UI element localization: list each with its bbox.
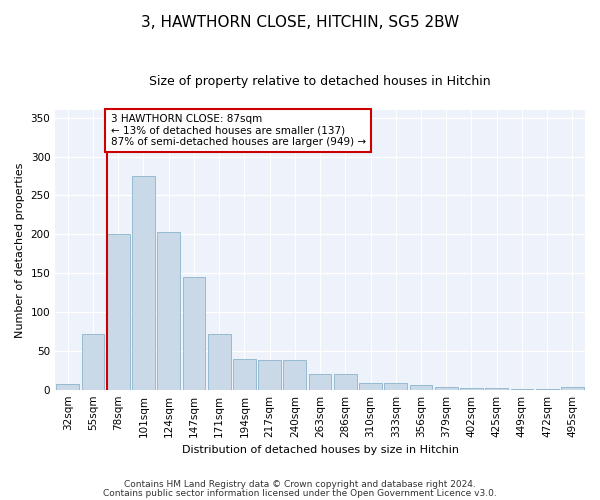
Bar	[511, 389, 533, 390]
Bar	[561, 388, 584, 390]
Text: Contains HM Land Registry data © Crown copyright and database right 2024.: Contains HM Land Registry data © Crown c…	[124, 480, 476, 489]
Bar	[334, 374, 356, 390]
Bar	[435, 386, 458, 390]
Bar	[182, 277, 205, 390]
Bar	[56, 384, 79, 390]
Bar	[82, 334, 104, 390]
Text: Contains public sector information licensed under the Open Government Licence v3: Contains public sector information licen…	[103, 488, 497, 498]
Text: 3 HAWTHORN CLOSE: 87sqm
← 13% of detached houses are smaller (137)
87% of semi-d: 3 HAWTHORN CLOSE: 87sqm ← 13% of detache…	[110, 114, 366, 147]
Bar	[359, 384, 382, 390]
Bar	[258, 360, 281, 390]
Bar	[460, 388, 483, 390]
Bar	[309, 374, 331, 390]
Bar	[233, 358, 256, 390]
Bar	[208, 334, 230, 390]
Bar	[132, 176, 155, 390]
X-axis label: Distribution of detached houses by size in Hitchin: Distribution of detached houses by size …	[182, 445, 458, 455]
Bar	[157, 232, 180, 390]
Bar	[485, 388, 508, 390]
Bar	[536, 389, 559, 390]
Bar	[283, 360, 306, 390]
Bar	[410, 385, 433, 390]
Text: 3, HAWTHORN CLOSE, HITCHIN, SG5 2BW: 3, HAWTHORN CLOSE, HITCHIN, SG5 2BW	[141, 15, 459, 30]
Title: Size of property relative to detached houses in Hitchin: Size of property relative to detached ho…	[149, 75, 491, 88]
Bar	[385, 384, 407, 390]
Bar	[107, 234, 130, 390]
Y-axis label: Number of detached properties: Number of detached properties	[15, 162, 25, 338]
